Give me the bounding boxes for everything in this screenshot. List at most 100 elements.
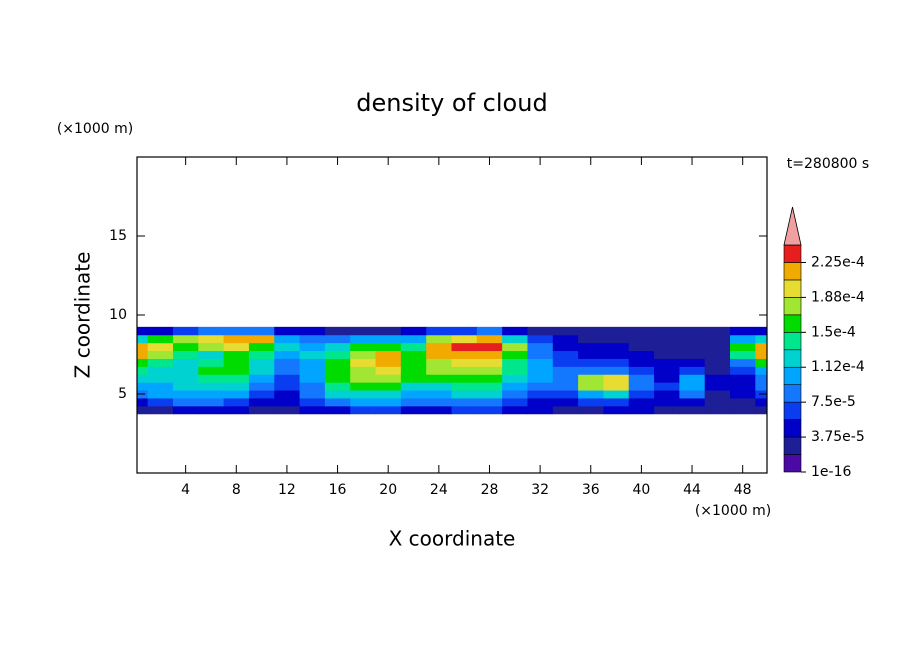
cell (502, 358, 528, 367)
cell (350, 326, 377, 336)
cell (324, 342, 351, 352)
cell (223, 397, 250, 407)
cell (324, 374, 351, 383)
cell (400, 374, 427, 383)
cell (578, 390, 604, 399)
cell (628, 374, 655, 383)
cell (628, 366, 655, 375)
cell (172, 326, 199, 336)
x-tick-label: 8 (232, 482, 241, 498)
cell (375, 397, 402, 407)
cell (223, 358, 250, 367)
colorbar-label: 3.75e-5 (811, 429, 865, 445)
colorbar-over (783, 206, 802, 246)
colorbar-box (783, 279, 802, 298)
x-tick-label: 20 (379, 482, 397, 498)
cell (502, 342, 528, 352)
cell (755, 358, 767, 367)
cell (172, 374, 199, 383)
y-unit: (×1000 m) (57, 121, 133, 137)
cell (223, 374, 250, 383)
x-tick-label: 16 (329, 482, 347, 498)
colorbar-box (783, 314, 802, 333)
cell (299, 397, 326, 407)
colorbar-label: 1.12e-4 (811, 359, 865, 375)
cell (198, 358, 225, 367)
cell (147, 405, 174, 415)
cell (704, 342, 731, 352)
cell (375, 350, 402, 359)
colorbar-label: 1.88e-4 (811, 289, 865, 305)
cell (730, 382, 756, 391)
x-tick-label: 32 (531, 482, 549, 498)
cell (400, 358, 427, 367)
cell (350, 366, 377, 375)
cell (552, 326, 579, 336)
cell (603, 350, 630, 359)
cell (137, 350, 149, 359)
cell (654, 390, 680, 399)
cell (274, 390, 301, 399)
cell (730, 326, 756, 336)
cell (552, 390, 579, 399)
cell (137, 374, 149, 383)
cell (400, 326, 427, 336)
cell (502, 334, 528, 344)
cell (400, 334, 427, 344)
cell (654, 342, 680, 352)
cell (350, 342, 377, 352)
cell (730, 350, 756, 359)
cell (502, 374, 528, 383)
cell (426, 405, 452, 415)
cell (223, 390, 250, 399)
cell (223, 382, 250, 391)
cell (198, 397, 225, 407)
cell (350, 374, 377, 383)
cell (603, 326, 630, 336)
cell (248, 334, 275, 344)
cell (400, 366, 427, 375)
cell (274, 374, 301, 383)
cell (426, 397, 452, 407)
cell (552, 342, 579, 352)
cell (147, 397, 174, 407)
cell (350, 390, 377, 399)
cell (654, 405, 680, 415)
cell (654, 382, 680, 391)
cell (704, 326, 731, 336)
cell (350, 334, 377, 344)
cell (451, 350, 478, 359)
cell (654, 334, 680, 344)
x-tick-label: 28 (481, 482, 499, 498)
cell (137, 366, 149, 375)
cell (704, 390, 731, 399)
cell (476, 374, 503, 383)
cell (578, 358, 604, 367)
cell (730, 358, 756, 367)
x-tick-label: 44 (683, 482, 701, 498)
cell (552, 350, 579, 359)
cell (147, 358, 174, 367)
cell (248, 397, 275, 407)
cell (274, 382, 301, 391)
cell (223, 342, 250, 352)
cell (755, 397, 767, 407)
cell (476, 390, 503, 399)
cell (476, 326, 503, 336)
cell (552, 397, 579, 407)
cell (578, 334, 604, 344)
cell (654, 350, 680, 359)
cell (223, 405, 250, 415)
cell (426, 382, 452, 391)
cell (552, 366, 579, 375)
cell (552, 334, 579, 344)
cell (137, 397, 149, 407)
cell (451, 374, 478, 383)
cell (274, 334, 301, 344)
cell (223, 334, 250, 344)
cell (527, 326, 554, 336)
colorbar-box (783, 436, 802, 455)
cell (274, 342, 301, 352)
cell (476, 334, 503, 344)
